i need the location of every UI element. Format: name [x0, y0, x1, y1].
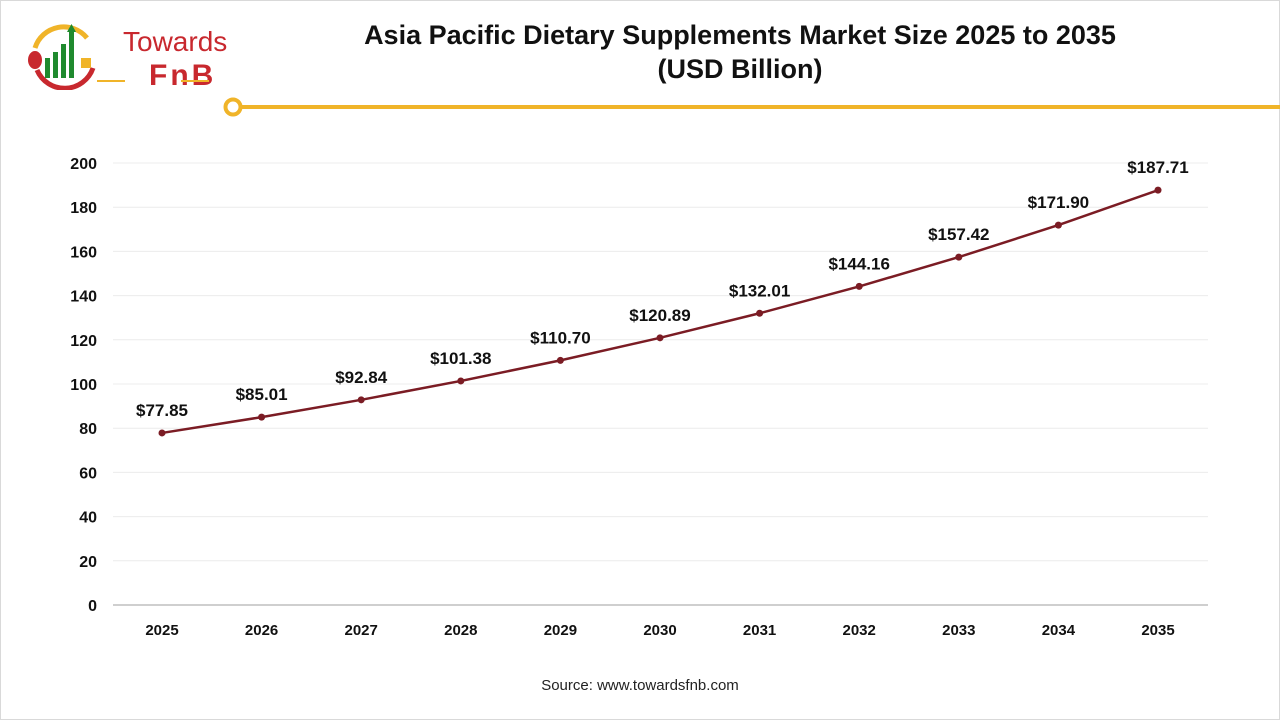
x-tick-label: 2026	[245, 622, 278, 639]
x-tick-label: 2030	[643, 622, 676, 639]
y-tick-label: 40	[79, 510, 97, 527]
data-point	[158, 429, 166, 437]
x-tick-label: 2029	[544, 622, 577, 639]
logo-text-towards: Towards	[123, 26, 228, 57]
data-point	[855, 282, 863, 290]
data-label: $101.38	[430, 349, 491, 368]
data-point	[1154, 186, 1162, 194]
logo-divider	[97, 80, 125, 82]
data-label: $144.16	[828, 254, 889, 273]
x-tick-label: 2031	[743, 622, 776, 639]
data-point	[955, 253, 963, 261]
y-tick-label: 60	[79, 465, 97, 482]
x-tick-label: 2028	[444, 622, 477, 639]
x-tick-label: 2034	[1042, 622, 1076, 639]
logo-divider	[181, 80, 209, 82]
data-point	[457, 377, 465, 385]
x-tick-label: 2032	[843, 622, 876, 639]
data-label: $187.71	[1127, 158, 1188, 177]
y-tick-label: 140	[70, 289, 97, 306]
accent-rule	[223, 97, 1280, 117]
data-point	[1054, 221, 1062, 229]
data-label: $77.85	[136, 401, 188, 420]
data-label: $92.84	[335, 368, 388, 387]
chart-title: Asia Pacific Dietary Supplements Market …	[260, 18, 1220, 86]
subtitle-line: (USD Billion)	[657, 54, 823, 84]
y-tick-label: 120	[70, 333, 97, 350]
y-tick-label: 80	[79, 421, 97, 438]
y-tick-label: 200	[70, 156, 97, 173]
accent-circle-icon	[223, 97, 243, 117]
data-point	[357, 396, 365, 404]
x-tick-label: 2027	[345, 622, 378, 639]
title-line: Asia Pacific Dietary Supplements Market …	[364, 20, 1116, 50]
data-label: $171.90	[1028, 193, 1089, 212]
logo-text-fnb: FnB	[149, 59, 217, 92]
data-point	[656, 334, 664, 342]
data-point	[556, 356, 564, 364]
source-note: Source: www.towardsfnb.com	[541, 677, 739, 694]
x-tick-label: 2035	[1141, 622, 1174, 639]
data-label: $132.01	[729, 281, 790, 300]
data-point	[258, 413, 266, 421]
data-label: $85.01	[236, 385, 288, 404]
x-tick-label: 2033	[942, 622, 975, 639]
data-label: $110.70	[530, 328, 591, 347]
data-point	[756, 309, 764, 317]
y-tick-label: 180	[70, 200, 97, 217]
towards-fnb-logo: Towards FnB	[25, 18, 227, 92]
y-tick-label: 20	[79, 554, 97, 571]
x-tick-label: 2025	[145, 622, 178, 639]
data-label: $157.42	[928, 225, 989, 244]
data-label: $120.89	[629, 306, 690, 325]
y-tick-label: 100	[70, 377, 97, 394]
logo-mark-icon	[28, 24, 96, 90]
y-tick-label: 160	[70, 244, 97, 261]
y-tick-label: 0	[88, 598, 97, 615]
